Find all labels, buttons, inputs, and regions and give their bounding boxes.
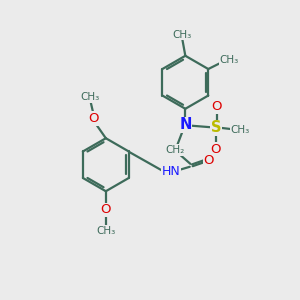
Text: O: O [210, 142, 221, 156]
Text: N: N [179, 118, 191, 133]
Text: CH₂: CH₂ [165, 145, 185, 155]
Text: O: O [212, 100, 222, 113]
Text: CH₃: CH₃ [231, 125, 250, 135]
Text: O: O [204, 154, 214, 167]
Text: S: S [211, 120, 221, 135]
Text: HN: HN [162, 165, 181, 178]
Text: CH₃: CH₃ [172, 30, 191, 40]
Text: CH₃: CH₃ [80, 92, 99, 102]
Text: CH₃: CH₃ [96, 226, 116, 236]
Text: O: O [88, 112, 99, 125]
Text: O: O [100, 203, 111, 216]
Text: CH₃: CH₃ [220, 55, 239, 64]
